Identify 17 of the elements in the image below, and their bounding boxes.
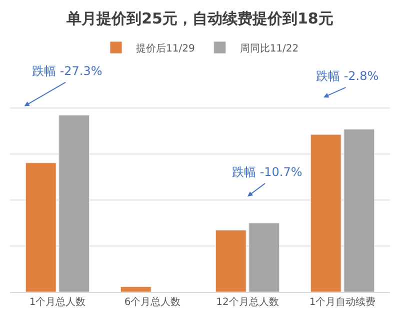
bar [120,286,152,292]
bar [25,162,56,292]
bar [58,114,90,292]
chart-title: 单月提价到25元，自动续费提价到18元 [66,9,334,28]
bar [310,134,342,292]
x-tick-label: 12个月总人数 [216,296,279,308]
legend-label: 提价后11/29 [136,42,195,54]
bar [344,128,375,292]
bar [248,222,280,292]
x-tick-label: 1个月自动续费 [309,296,376,308]
text: 跌幅 -2.8% [316,69,379,83]
legend-label: 周同比11/22 [240,42,299,54]
text: 跌幅 -27.3% [32,64,102,78]
annotation: 跌幅 -10.7% [232,165,302,179]
bar [215,230,246,292]
x-tick-label: 1个月总人数 [29,296,86,308]
x-tick-label: 6个月总人数 [124,296,181,308]
